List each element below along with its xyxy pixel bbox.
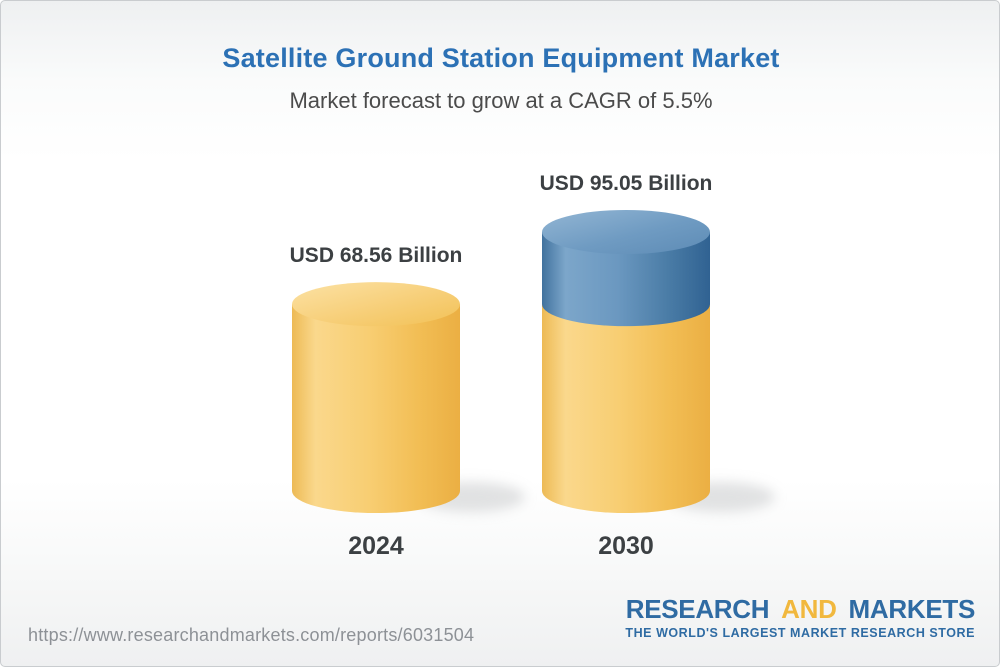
logo-word-markets: MARKETS	[848, 594, 976, 624]
researchandmarkets-logo: RESEARCH AND MARKETS THE WORLD'S LARGEST…	[625, 596, 975, 640]
source-url: https://www.researchandmarkets.com/repor…	[28, 625, 475, 645]
value-label-2024: USD 68.56 Billion	[289, 244, 463, 268]
logo-word-research: RESEARCH	[625, 594, 770, 624]
cylinder-2030-base-segment	[542, 304, 710, 513]
cylinder-2024-body	[292, 304, 460, 513]
value-label-2030: USD 95.05 Billion	[539, 172, 713, 195]
logo-word-and: AND	[781, 594, 837, 624]
axis-label-2030: 2030	[598, 532, 654, 560]
axis-label-2024: 2024	[348, 532, 404, 560]
chart-subtitle: Market forecast to grow at a CAGR of 5.5…	[289, 88, 713, 113]
logo-tagline: THE WORLD'S LARGEST MARKET RESEARCH STOR…	[625, 626, 975, 640]
chart-title: Satellite Ground Station Equipment Marke…	[222, 43, 780, 73]
cylinder-2024-top	[292, 282, 460, 327]
cylinder-2030-top	[542, 210, 710, 254]
logo-wordmark: RESEARCH AND MARKETS	[625, 594, 976, 624]
cylinder-2030-growth-segment	[542, 232, 710, 327]
